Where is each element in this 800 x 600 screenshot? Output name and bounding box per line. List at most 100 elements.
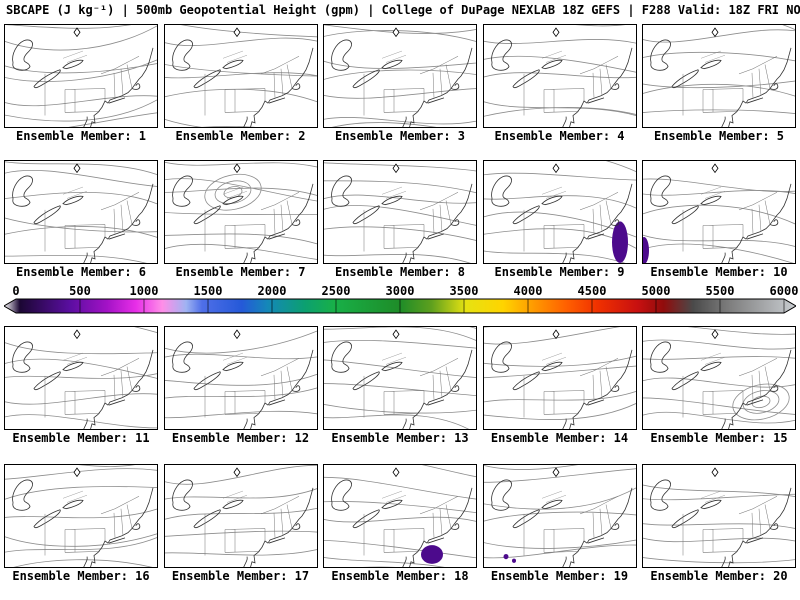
station-diamond-icon	[392, 27, 400, 38]
coastline	[402, 487, 473, 567]
ensemble-panel-18: Ensemble Member: 18	[323, 464, 477, 584]
height-contours	[164, 330, 317, 419]
state-borders	[363, 352, 459, 418]
great-lakes	[331, 39, 403, 89]
ensemble-caption: Ensemble Member: 6	[15, 265, 147, 279]
great-lakes	[171, 175, 244, 225]
state-borders	[44, 50, 140, 116]
map-canvas	[483, 327, 636, 429]
ensemble-caption: Ensemble Member: 19	[490, 569, 629, 583]
height-contours	[643, 484, 795, 564]
ensemble-panel-17: Ensemble Member: 17	[163, 464, 318, 584]
station-diamond-icon	[711, 163, 719, 174]
height-contours	[324, 465, 476, 567]
map-canvas	[5, 25, 157, 127]
great-lakes	[171, 479, 244, 529]
colorbar-tick-label: 3500	[449, 284, 479, 298]
station-diamond-icon	[73, 27, 81, 38]
coastline	[242, 349, 313, 429]
state-borders	[204, 352, 299, 418]
great-lakes	[171, 39, 244, 89]
ensemble-panel-14: Ensemble Member: 14	[482, 326, 637, 446]
station-diamond-icon	[711, 27, 719, 38]
state-borders	[523, 352, 618, 418]
colorbar-tick-label: 5000	[641, 284, 671, 298]
coastline	[83, 349, 154, 429]
station-diamond-icon	[711, 329, 719, 340]
ensemble-caption: Ensemble Member: 3	[334, 129, 466, 143]
state-borders	[682, 186, 778, 252]
height-contours	[164, 161, 317, 260]
map-canvas	[643, 25, 795, 127]
ensemble-caption: Ensemble Member: 5	[653, 129, 785, 143]
ensemble-caption: Ensemble Member: 2	[175, 129, 306, 143]
ensemble-panel-4: Ensemble Member: 4	[482, 24, 637, 144]
ensemble-panel-9: Ensemble Member: 9	[482, 160, 637, 280]
ensemble-map-9	[482, 160, 637, 264]
station-diamond-icon	[552, 467, 559, 478]
ensemble-caption: Ensemble Member: 13	[331, 431, 469, 445]
station-diamond-icon	[73, 329, 81, 340]
ensemble-caption: Ensemble Member: 20	[650, 569, 788, 583]
ensemble-map-3	[323, 24, 477, 128]
ensemble-map-1	[4, 24, 158, 128]
coastline	[561, 47, 632, 127]
state-borders	[682, 352, 778, 418]
map-canvas	[5, 161, 157, 263]
station-diamond-icon	[711, 467, 719, 478]
map-canvas	[164, 329, 317, 429]
coastline	[561, 183, 632, 263]
ensemble-panel-13: Ensemble Member: 13	[323, 326, 477, 446]
height-contours	[643, 178, 795, 263]
ensemble-caption: Ensemble Member: 16	[12, 569, 150, 583]
map-canvas	[5, 327, 157, 429]
panel-row-1: Ensemble Member: 1 Ensemble Member: 2 Ense…	[0, 24, 800, 144]
state-borders	[523, 186, 618, 252]
ensemble-panel-12: Ensemble Member: 12	[163, 326, 318, 446]
cape-shading	[611, 221, 628, 263]
ensemble-caption: Ensemble Member: 14	[490, 431, 629, 445]
ensemble-map-2	[163, 24, 318, 128]
great-lakes	[490, 479, 563, 529]
ensemble-caption: Ensemble Member: 12	[171, 431, 310, 445]
station-diamond-icon	[233, 329, 240, 340]
colorbar-tick-label: 500	[69, 284, 91, 298]
map-canvas	[324, 25, 476, 127]
colorbar-tick-label: 2000	[257, 284, 287, 298]
ensemble-panel-20: Ensemble Member: 20	[642, 464, 796, 584]
coastline	[561, 349, 632, 429]
great-lakes	[12, 39, 84, 89]
title-bar: SBCAPE (J kg⁻¹) | 500mb Geopotential Hei…	[6, 3, 800, 17]
ensemble-panel-5: Ensemble Member: 5	[642, 24, 796, 144]
ensemble-map-17	[163, 464, 318, 568]
map-canvas	[643, 327, 795, 429]
coastline	[242, 487, 313, 567]
station-diamond-icon	[552, 27, 559, 38]
ensemble-map-8	[323, 160, 477, 264]
ensemble-panel-7: Ensemble Member: 7	[163, 160, 318, 280]
great-lakes	[650, 39, 722, 89]
map-canvas	[483, 465, 636, 567]
station-diamond-icon	[233, 467, 240, 478]
great-lakes	[171, 341, 244, 391]
ensemble-caption: Ensemble Member: 9	[494, 265, 625, 279]
state-borders	[363, 50, 459, 116]
station-diamond-icon	[233, 27, 240, 38]
great-lakes	[490, 341, 563, 391]
height-contours	[643, 327, 795, 424]
height-contours	[324, 25, 476, 127]
cape-shading	[421, 545, 443, 564]
ensemble-panel-6: Ensemble Member: 6	[4, 160, 158, 280]
ensemble-caption: Ensemble Member: 1	[15, 129, 147, 143]
ensemble-map-14	[482, 326, 637, 430]
map-canvas	[164, 465, 317, 567]
ensemble-map-16	[4, 464, 158, 568]
ensemble-panel-10: Ensemble Member: 10	[642, 160, 796, 280]
state-borders	[204, 186, 299, 252]
map-canvas	[483, 161, 636, 263]
ensemble-map-20	[642, 464, 796, 568]
great-lakes	[490, 175, 563, 225]
coastline	[721, 349, 792, 429]
state-borders	[204, 50, 299, 116]
state-borders	[204, 490, 299, 556]
